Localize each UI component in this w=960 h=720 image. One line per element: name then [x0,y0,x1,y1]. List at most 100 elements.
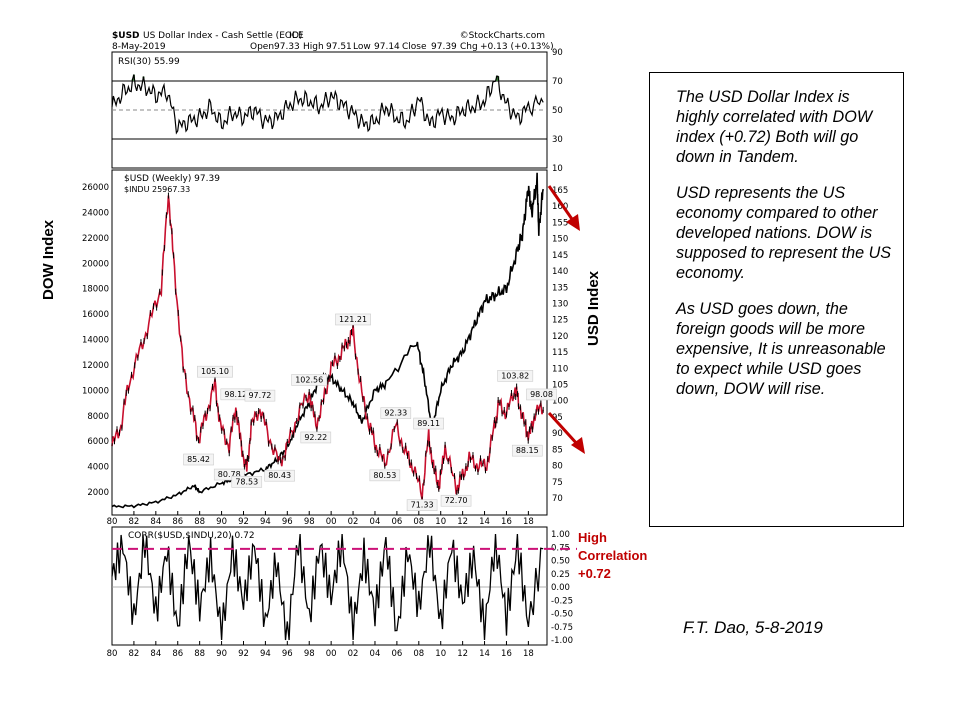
dow-ytick: 8000 [87,412,109,422]
chg-value: +0.13 (+0.13%) [480,42,554,52]
annotation-label: 92.22 [304,433,327,442]
rsi-ytick: 10 [552,164,563,174]
price-panel-frame [111,169,548,516]
usd-ytick: 80 [552,462,563,472]
low-label: Low [353,42,371,52]
corr-ytick: 0.25 [551,570,570,580]
corr-xtick-label: 16 [501,649,512,659]
price-xtick-label: 12 [457,517,468,527]
corr-xtick-label: 92 [238,649,249,659]
corr-xtick-label: 10 [435,649,446,659]
annotation-box [197,365,233,378]
annotation-label: 88.15 [516,446,539,455]
usd-line [111,195,544,500]
annotation-box [264,469,295,482]
indu-legend: $INDU 25967.33 [124,185,190,194]
price-xtick-label: 00 [326,517,337,527]
high-correlation-label: High Correlation +0.72 [578,529,647,583]
annotation-label: 98.08 [530,390,553,399]
annotation-label: 80.78 [218,470,241,479]
high-label: High [303,42,324,52]
corr-xtick-label: 12 [457,649,468,659]
price-xtick-label: 14 [479,517,490,527]
high-correlation-line-3: +0.72 [578,566,611,581]
annotation-label: 80.43 [268,471,291,480]
corr-xtick-label: 08 [413,649,424,659]
price-xtick-label: 98 [304,517,315,527]
corr-line [111,533,544,641]
usd-axis-label: USD Index [585,270,602,346]
corr-xtick-label: 94 [260,649,271,659]
corr-ytick: -0.75 [551,623,573,633]
rsi-legend: RSI(30) 55.99 [118,57,180,67]
corr-ytick: 0.50 [551,557,570,567]
annotation-label: 102.56 [295,375,323,384]
note-paragraph-1: The USD Dollar Index is highly correlate… [676,88,873,166]
usd-ytick: 100 [552,397,568,407]
dow-ytick: 26000 [82,183,109,193]
corr-xtick-label: 04 [370,649,381,659]
annotation-box [511,444,543,457]
corr-xtick-label: 82 [129,649,140,659]
open-value: 97.33 [274,42,300,52]
corr-ytick: 0.00 [551,583,570,593]
usd-ytick: 150 [552,235,568,245]
usd-ytick: 90 [552,429,563,439]
annotation-box [291,374,328,386]
annotation-label: 89.11 [417,419,440,428]
symbol: $USD [112,31,140,41]
usd-ytick: 105 [552,381,568,391]
instrument-name: US Dollar Index - Cash Settle (EOD) [143,31,302,41]
note-paragraph-2: USD represents the US economy compared t… [676,184,892,282]
annotation-box [244,389,276,402]
annotation-label: 92.33 [384,409,407,418]
price-xtick-label: 92 [238,517,249,527]
dow-ytick: 18000 [82,285,109,295]
annotation-label: 97.72 [248,391,271,400]
note-paragraph-3: As USD goes down, the foreign goods will… [676,300,886,398]
usd-legend: $USD (Weekly) 97.39 [124,174,220,184]
usd-ytick: 70 [552,494,563,504]
annotation-box [380,407,412,419]
corr-xtick-label: 98 [304,649,315,659]
corr-ytick: 1.00 [551,530,570,540]
usd-ytick: 85 [552,445,563,455]
corr-xtick-label: 80 [107,649,118,659]
corr-xtick-label: 84 [150,649,161,659]
price-panel: 2000400060008000100001200014000160001800… [82,172,568,527]
annotation-box [213,468,245,481]
annotation-box [183,453,214,466]
annotation-box [526,388,557,401]
price-xtick-label: 84 [150,517,161,527]
usd-ytick: 110 [552,364,568,374]
price-xtick-label: 02 [348,517,359,527]
corr-xtick-label: 06 [391,649,402,659]
corr-xtick-label: 02 [348,649,359,659]
header-date: 8-May-2019 [112,42,166,52]
corr-panel: 1.000.750.500.250.00-0.25-0.50-0.75-1.00… [107,530,577,659]
price-xtick-label: 86 [172,517,183,527]
author-credit: F.T. Dao, 5-8-2019 [683,618,823,637]
usd-ytick: 95 [552,413,563,423]
price-xtick-label: 06 [391,517,402,527]
annotation-box [335,313,371,326]
corr-xtick-label: 88 [194,649,205,659]
annotation-label: 85.42 [187,455,210,464]
usd-ytick: 115 [552,348,568,358]
corr-xtick-label: 00 [326,649,337,659]
annotation-box [413,417,444,430]
dow-ytick: 6000 [87,437,109,447]
annotation-label: 72.70 [445,496,468,505]
chg-label: Chg [460,42,478,52]
corr-xtick-label: 96 [282,649,293,659]
arrow-top-icon [547,185,576,223]
annotation-box [300,431,332,444]
corr-ytick: -1.00 [551,636,573,646]
price-xtick-label: 82 [129,517,140,527]
price-xtick-label: 80 [107,517,118,527]
rsi-line [111,74,544,135]
corr-xtick-label: 14 [479,649,490,659]
annotation-box [231,476,263,488]
dow-ytick: 14000 [82,336,109,346]
arrow-bottom-head-icon [571,437,585,454]
